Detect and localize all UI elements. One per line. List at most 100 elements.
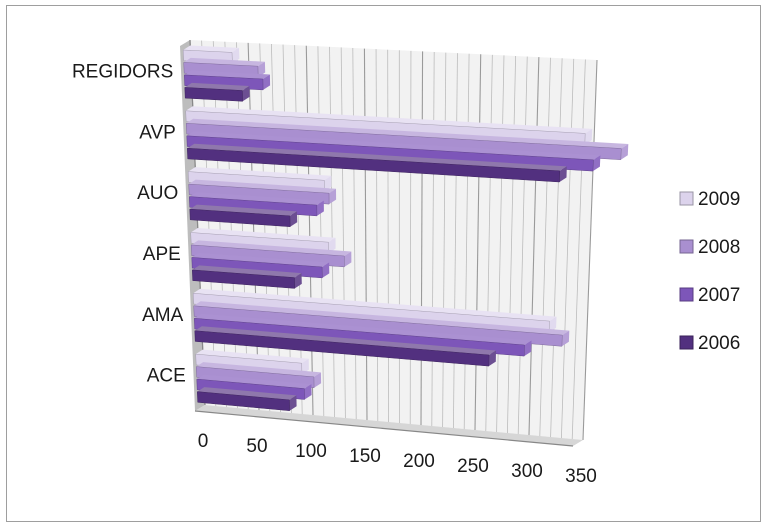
category-axis-line bbox=[189, 39, 206, 406]
category-label: APE bbox=[143, 244, 181, 265]
bar-top bbox=[193, 301, 570, 336]
bar-top bbox=[189, 204, 297, 216]
gridline bbox=[571, 59, 586, 440]
bar-end bbox=[289, 395, 297, 411]
gridline bbox=[352, 47, 357, 420]
gridline bbox=[247, 42, 260, 411]
bar-end bbox=[301, 358, 309, 375]
gridline bbox=[212, 41, 227, 408]
bar-end bbox=[344, 251, 352, 267]
bar-face bbox=[192, 269, 296, 289]
bar-face bbox=[187, 147, 561, 183]
bar-top bbox=[195, 349, 309, 364]
bar-face bbox=[197, 391, 290, 411]
gridline bbox=[474, 54, 482, 431]
bar-top bbox=[191, 252, 330, 267]
bar-top bbox=[194, 313, 532, 345]
bar bbox=[192, 265, 302, 289]
bar bbox=[196, 374, 312, 400]
gridline bbox=[340, 47, 346, 419]
x-tick-label: 150 bbox=[349, 446, 381, 467]
bar-end bbox=[524, 340, 532, 357]
category-label: AMA bbox=[142, 305, 184, 326]
gridline bbox=[431, 51, 435, 427]
bar-end bbox=[322, 262, 330, 278]
chart-gridlines bbox=[189, 39, 598, 447]
bar-top bbox=[196, 374, 312, 389]
value-axis-line bbox=[194, 410, 574, 447]
bar-end bbox=[242, 86, 250, 102]
gridline bbox=[582, 59, 598, 441]
legend-label: 2007 bbox=[698, 285, 740, 306]
bar-top bbox=[186, 131, 601, 160]
legend-swatch bbox=[679, 191, 694, 206]
bar-end bbox=[328, 237, 336, 254]
x-tick-label: 350 bbox=[565, 466, 597, 487]
floor bbox=[195, 405, 583, 446]
gridline bbox=[282, 44, 292, 414]
legend-swatch bbox=[679, 335, 694, 350]
category-label: AVP bbox=[139, 122, 176, 143]
bar-end bbox=[316, 200, 324, 216]
bar-end bbox=[294, 273, 302, 289]
gridline bbox=[259, 43, 271, 412]
bar-end bbox=[289, 211, 298, 227]
bar-end bbox=[324, 175, 332, 192]
gridline bbox=[485, 54, 493, 432]
bar-top bbox=[184, 70, 270, 79]
gridline bbox=[375, 49, 379, 422]
gridline bbox=[561, 58, 575, 439]
bar-top bbox=[193, 288, 557, 322]
bar-face bbox=[184, 87, 243, 102]
category-axis: REGIDORS AVP AUO APE AMA ACE bbox=[72, 61, 186, 386]
gridline bbox=[528, 57, 540, 436]
legend-swatch bbox=[679, 287, 694, 302]
gridline bbox=[305, 45, 314, 416]
legend-label: 2008 bbox=[698, 237, 740, 258]
x-tick-label: 200 bbox=[403, 451, 435, 472]
gridline bbox=[363, 48, 368, 421]
bar-top bbox=[197, 387, 297, 400]
gridline bbox=[550, 58, 563, 438]
gridline bbox=[271, 43, 281, 413]
bar-end bbox=[592, 155, 601, 172]
bar bbox=[194, 326, 497, 367]
bar bbox=[187, 143, 567, 183]
gridline bbox=[329, 46, 335, 418]
bar-end bbox=[262, 74, 271, 90]
bar-top bbox=[190, 228, 336, 243]
legend-swatch bbox=[679, 239, 694, 254]
bar-end bbox=[257, 61, 266, 77]
bar-top bbox=[196, 362, 321, 377]
bar-end bbox=[620, 144, 629, 160]
bar-end bbox=[549, 316, 557, 333]
bar-top bbox=[188, 167, 332, 181]
gridline bbox=[420, 51, 424, 426]
category-label: ACE bbox=[147, 366, 186, 387]
gridline bbox=[442, 52, 447, 428]
bar-top bbox=[188, 179, 336, 194]
bar-end bbox=[488, 350, 496, 367]
bar-top bbox=[183, 57, 265, 67]
gridline bbox=[517, 56, 528, 435]
bar-top bbox=[192, 265, 302, 278]
bar-end bbox=[329, 188, 337, 205]
bar bbox=[189, 204, 298, 227]
bar-top bbox=[186, 118, 629, 149]
bar-top bbox=[187, 143, 567, 171]
bar-end bbox=[561, 330, 570, 347]
category-label: REGIDORS bbox=[72, 61, 173, 82]
bar-end bbox=[232, 47, 240, 64]
gridline bbox=[236, 42, 249, 410]
bar-top bbox=[185, 106, 593, 134]
legend-label: 2006 bbox=[698, 333, 740, 354]
bar-face bbox=[189, 208, 291, 227]
value-axis: 0 50 100 150 200 250 300 350 bbox=[198, 431, 597, 487]
legend-label: 2009 bbox=[698, 189, 740, 210]
bar-top bbox=[184, 82, 250, 91]
x-tick-label: 250 bbox=[457, 456, 489, 477]
gridline bbox=[201, 40, 217, 407]
bar-top bbox=[189, 192, 324, 206]
chart-bars bbox=[182, 45, 629, 411]
